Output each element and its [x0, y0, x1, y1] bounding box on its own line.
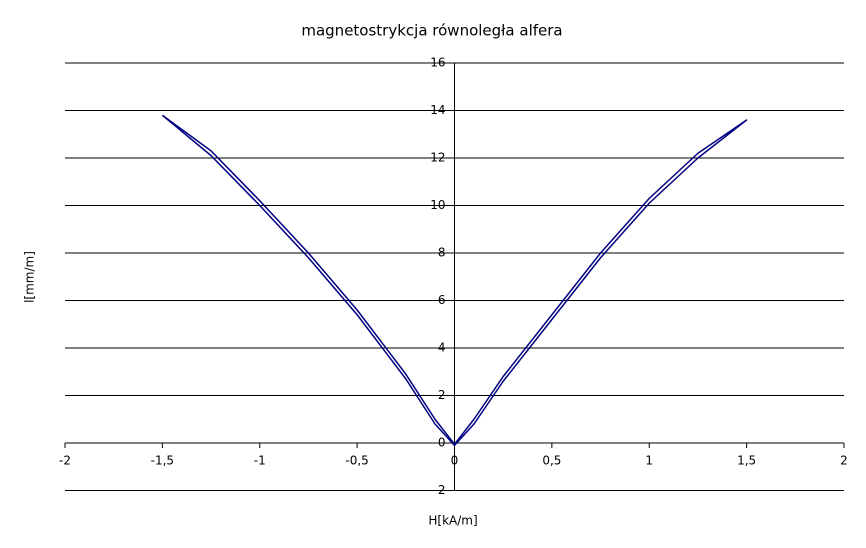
x-tick-label: -2: [59, 454, 71, 468]
x-tick-label: -0,5: [345, 454, 368, 468]
x-tick-label: -1: [254, 454, 266, 468]
x-tick-label: 1: [645, 454, 653, 468]
x-axis-label: H[kA/m]: [428, 514, 477, 528]
y-axis-label: l[mm/m]: [23, 251, 37, 303]
x-tick-label: 0,5: [542, 454, 561, 468]
x-tick-label: 2: [840, 454, 848, 468]
x-tick-label: 1,5: [737, 454, 756, 468]
chart-title: magnetostrykcja równoległa alfera: [301, 22, 562, 40]
data-line: [161, 114, 748, 447]
x-tick-label: -1,5: [151, 454, 174, 468]
